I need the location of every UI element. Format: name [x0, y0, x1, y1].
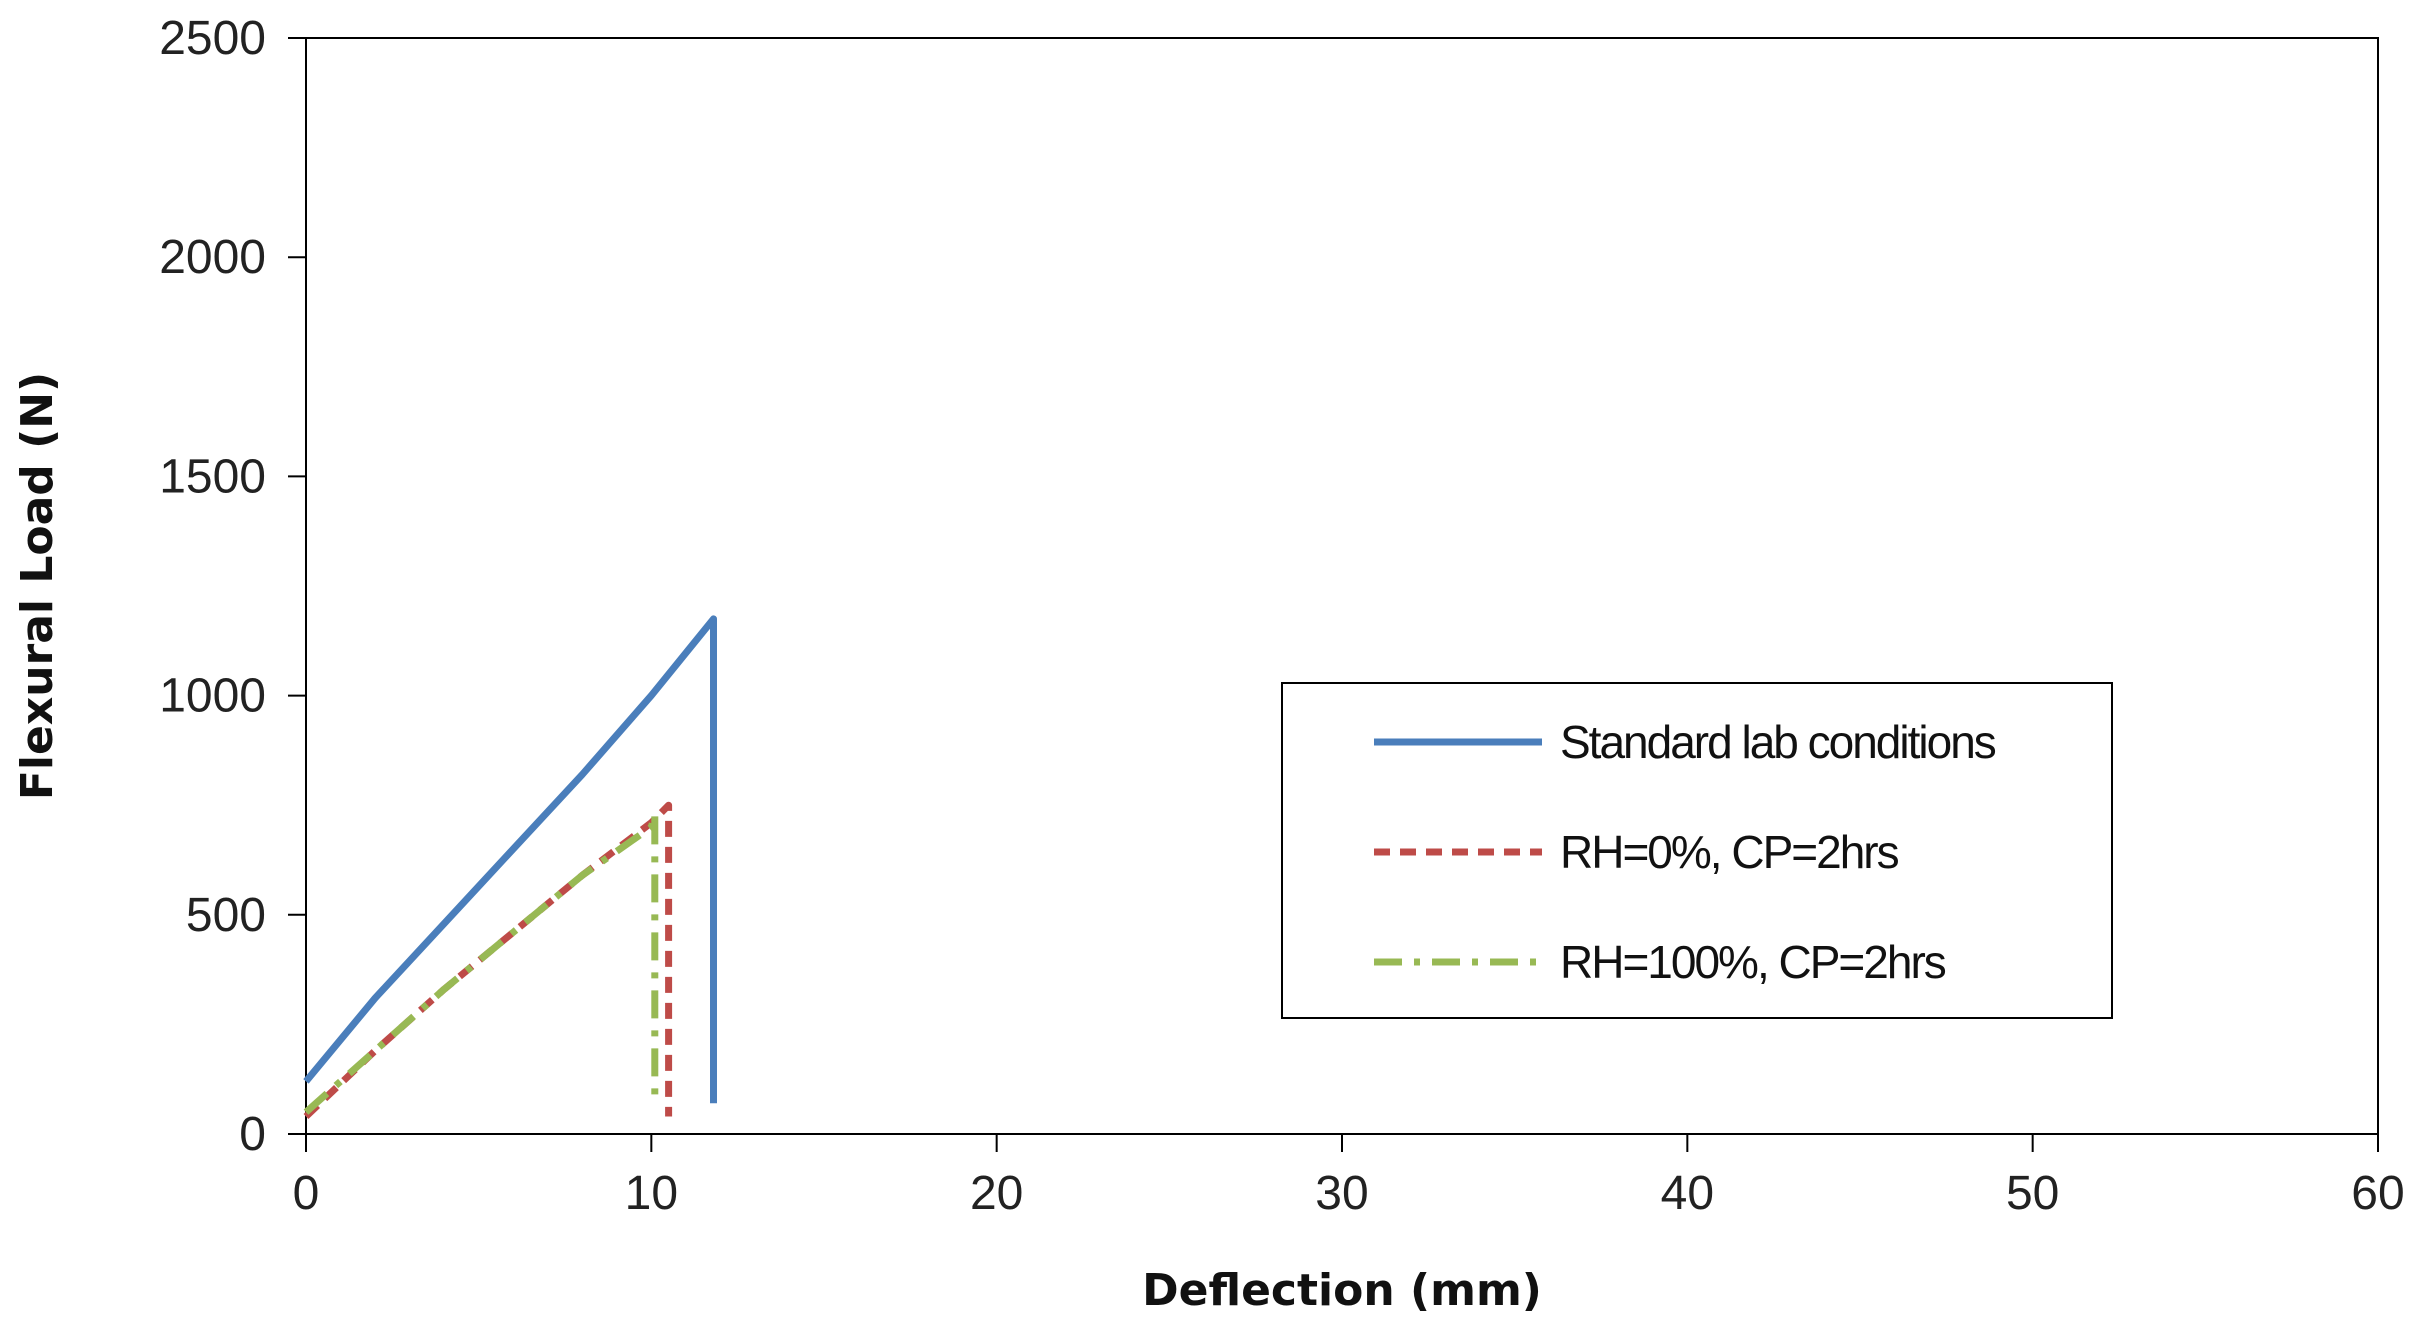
y-axis: 0 500 1000 1500 2000 2500	[159, 12, 306, 1161]
legend-label-2: RH=0%, CP=2hrs	[1560, 826, 1899, 878]
series-layer	[303, 615, 717, 1120]
x-tick-label: 60	[2351, 1167, 2404, 1220]
y-tick-label: 500	[186, 889, 266, 942]
x-tick-label: 30	[1315, 1167, 1368, 1220]
y-tick-label: 0	[239, 1108, 266, 1161]
y-tick-label: 1000	[159, 670, 266, 723]
legend: Standard lab conditions RH=0%, CP=2hrs RH=…	[1281, 682, 2113, 1019]
x-axis-title: Deflection (mm)	[1142, 1265, 1542, 1316]
y-tick-label: 2000	[159, 231, 266, 284]
x-tick-label: 20	[970, 1167, 1023, 1220]
x-tick-label: 10	[625, 1167, 678, 1220]
x-tick-label: 50	[2006, 1167, 2059, 1220]
series-line-1	[303, 615, 717, 1104]
y-tick-label: 2500	[159, 12, 266, 65]
legend-box	[1281, 682, 2113, 1019]
y-axis-title: Flexural Load (N)	[12, 372, 63, 800]
y-tick-label: 1500	[159, 450, 266, 503]
x-tick-label: 0	[293, 1167, 320, 1220]
x-axis: 0 10 20 30 40 50 60	[293, 1134, 2405, 1220]
legend-label-1: Standard lab conditions	[1560, 716, 1996, 768]
x-tick-label: 40	[1661, 1167, 1714, 1220]
legend-label-3: RH=100%, CP=2hrs	[1560, 936, 1946, 988]
